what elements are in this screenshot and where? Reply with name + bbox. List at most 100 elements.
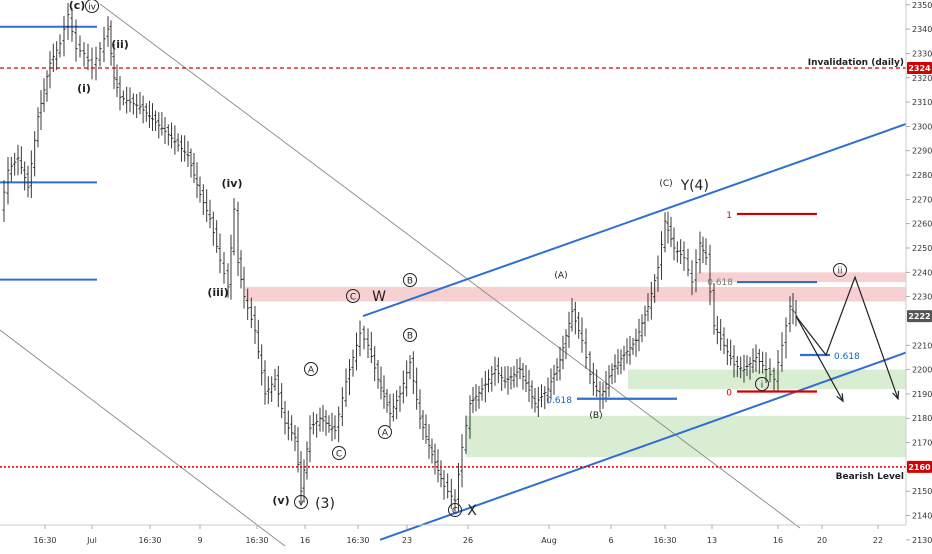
support-zone-lower [466, 415, 906, 458]
fib-0618-left-label: 0.618 [546, 396, 572, 406]
y-tick-label: 2240 [912, 268, 932, 277]
projection-arrow-b-head [892, 390, 900, 401]
wave-label-circle [346, 289, 360, 303]
fib-1-label: 1 [726, 211, 732, 221]
wave-label: (iii) [207, 286, 228, 299]
fib-0618-upper-label: 0.618 [707, 278, 733, 288]
wave-label: ii [837, 267, 842, 277]
wave-label: B [407, 277, 413, 287]
y-tick-label: 2300 [912, 122, 932, 131]
wave-label: (B) [589, 411, 602, 421]
price-badge-label: 2160 [908, 463, 931, 472]
x-tick-label: 9 [197, 536, 202, 545]
wave-label: (3) [315, 496, 335, 512]
projection-arrows-layer [795, 275, 900, 403]
y-tick-label: 2270 [912, 195, 932, 204]
wave-label-circle [85, 0, 99, 13]
x-tick-label: 23 [402, 536, 412, 545]
y-tick-label: 2310 [912, 98, 932, 107]
y-tick-label: 2230 [912, 293, 932, 302]
resistance-zone-upper [697, 272, 906, 283]
downtrend-line-lower [0, 329, 286, 547]
wave-label-circle [448, 503, 462, 517]
y-tick-label: 2330 [912, 49, 932, 58]
y-tick-label: 2290 [912, 147, 932, 156]
y-tick-label: 2170 [912, 439, 932, 448]
wave-label: (A) [554, 271, 567, 281]
wave-label-circle [378, 425, 392, 439]
channel-lower-line [379, 351, 907, 541]
y-tick-label: 2200 [912, 366, 932, 375]
candles-layer [2, 3, 798, 512]
x-tick-label: 16:30 [346, 536, 369, 545]
x-tick-label: 16:30 [138, 536, 161, 545]
y-tick-label: 2180 [912, 414, 932, 423]
price-badge-label: 2222 [908, 312, 930, 321]
y-tick-label: 2210 [912, 341, 932, 350]
wave-label: A [382, 429, 389, 439]
wave-label: A [308, 366, 315, 376]
wave-label: iv [88, 3, 97, 13]
channel-upper-line [362, 123, 907, 318]
projection-arrow-a [795, 315, 844, 402]
invalidation-label: Invalidation (daily) [808, 58, 904, 68]
price-badge [907, 460, 932, 473]
y-tick-label: 2260 [912, 220, 932, 229]
bearish-level-label: Bearish Level [836, 472, 904, 482]
wave-label: X [467, 503, 477, 519]
wave-label: (iv) [222, 177, 243, 190]
wave-label-circle [403, 273, 417, 287]
projection-arrow-a-head [836, 393, 844, 403]
x-tick-label: 16:30 [33, 536, 56, 545]
y-tick-label: 2130 [912, 536, 932, 545]
wave-label: (i) [77, 82, 91, 95]
x-tick-label: 16 [300, 536, 310, 545]
price-badge [907, 310, 932, 323]
x-tick-label: Aug [541, 536, 557, 545]
y-tick-label: 2280 [912, 171, 932, 180]
price-badge [907, 62, 932, 75]
wave-label-circle [332, 446, 346, 460]
wave-label: (4) [689, 178, 709, 194]
x-tick-label: 20 [817, 536, 827, 545]
wave-label-circle [833, 263, 847, 277]
downtrend-line-upper [99, 3, 801, 529]
y-tick-label: 2190 [912, 390, 932, 399]
x-tick-label: 16:30 [245, 536, 268, 545]
wave-label: (C) [659, 179, 672, 189]
price-badge-label: 2324 [908, 64, 931, 73]
wave-label: Y [680, 178, 690, 194]
wave-label: C [452, 507, 458, 517]
y-tick-label: 2250 [912, 244, 932, 253]
wave-label: (c) [69, 0, 86, 12]
x-tick-label: 6 [608, 536, 613, 545]
y-tick-label: 2340 [912, 25, 932, 34]
reference-lines-layer: Invalidation (daily) Bearish Level [0, 58, 906, 482]
fibonacci-layer: 1 0.618 0.618 0 0.618 [546, 211, 860, 406]
wave-label: W [372, 289, 386, 305]
wave-label: C [350, 293, 356, 303]
fib-0-label: 0 [726, 388, 732, 398]
fib-0618-right-label: 0.618 [834, 352, 860, 362]
wave-label: (v) [272, 494, 289, 507]
x-tick-label: 13 [707, 536, 717, 545]
wave-label-circle [755, 377, 769, 391]
y-tick-label: 2350 [912, 1, 932, 10]
x-tick-label: Jul [86, 536, 97, 545]
wave-label: i [761, 381, 764, 391]
x-tick-label: 26 [463, 536, 473, 545]
wave-label: C [336, 450, 342, 460]
y-tick-label: 2140 [912, 512, 932, 521]
wave-label-circle [403, 328, 417, 342]
x-axis: 16:30 Jul 16:30 9 16:30 16 16:30 23 26 Aug 6 16:30 1… [0, 524, 906, 545]
trendlines-layer [0, 3, 907, 547]
wave-label-circle [304, 362, 318, 376]
wave-label: (ii) [111, 38, 129, 51]
x-tick-label: 16:30 [653, 536, 676, 545]
wave-label-circle [294, 495, 308, 509]
x-tick-label: 16 [773, 536, 783, 545]
y-tick-label: 2320 [912, 74, 932, 83]
